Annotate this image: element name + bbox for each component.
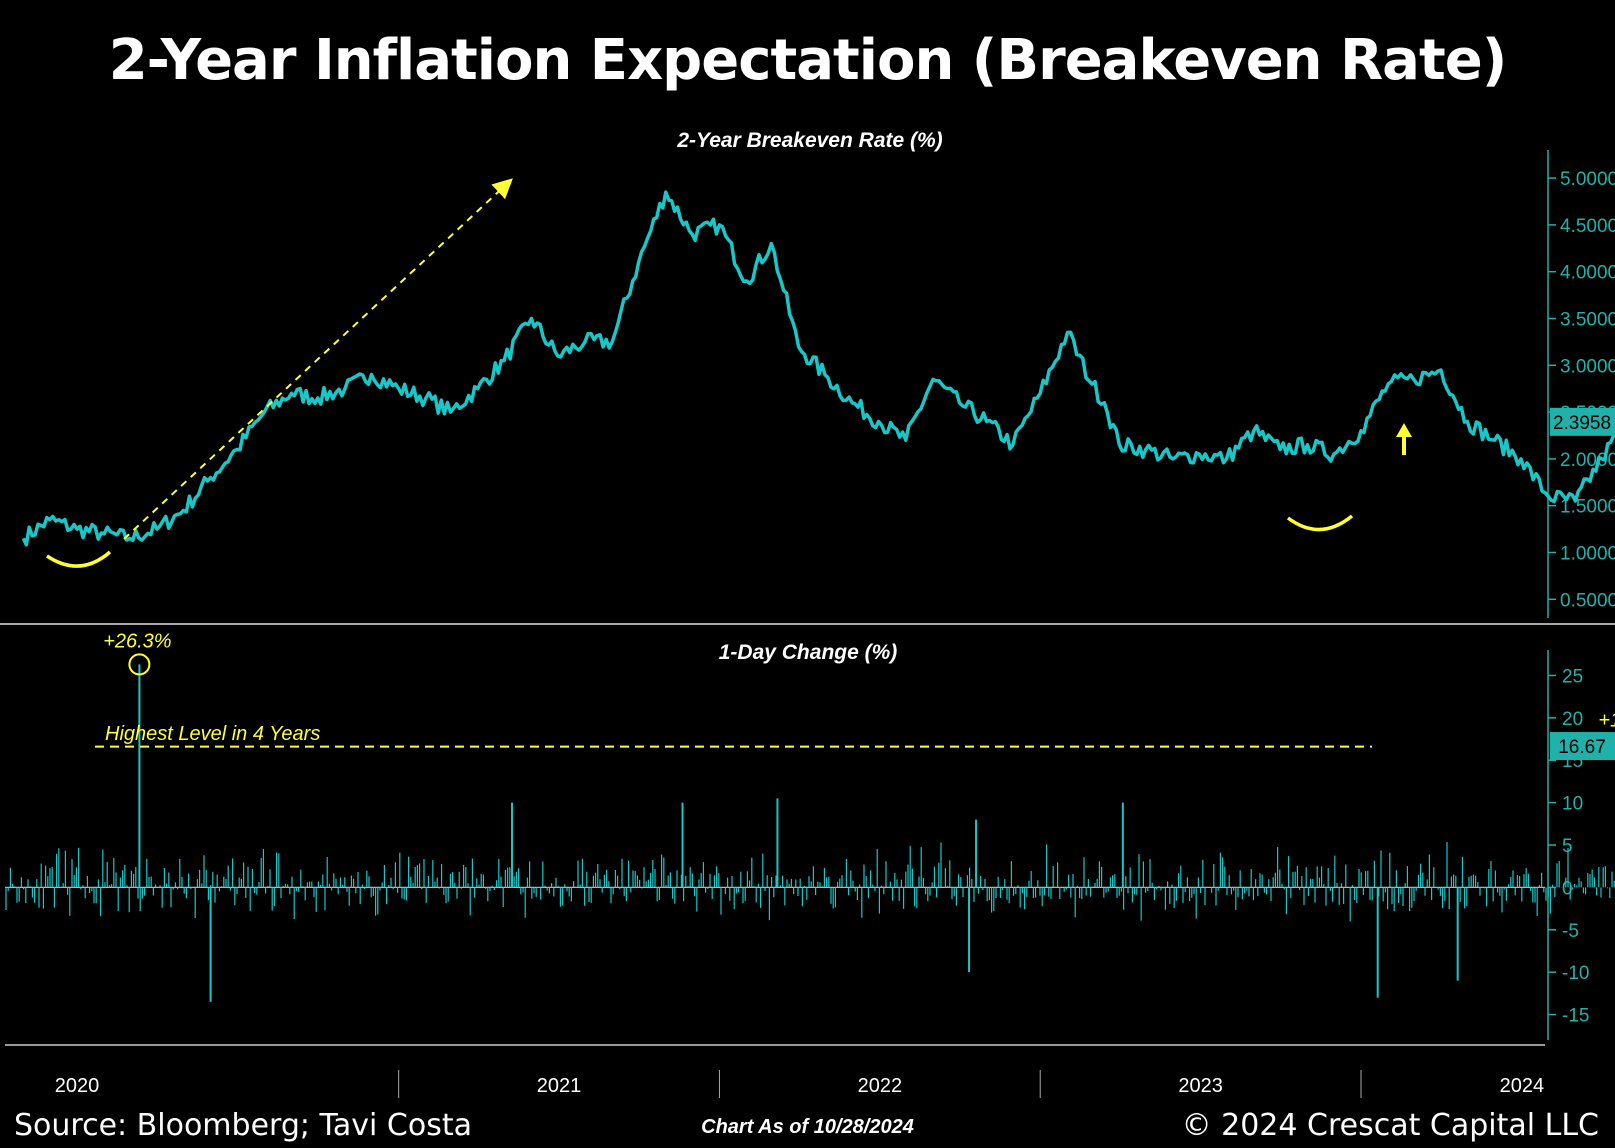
x-tick-label: 2020: [55, 1075, 100, 1097]
bottom-y-tick-label: -5: [1562, 921, 1579, 942]
bottom-y-tick-label: -10: [1562, 963, 1589, 984]
x-tick-label: 2021: [537, 1075, 582, 1097]
top-y-tick-label: 1.0000: [1560, 543, 1615, 564]
bottom-panel-title: 1-Day Change (%): [719, 641, 898, 664]
daily-change-noise-bars: [5, 842, 1615, 922]
daily-change-bars: [138, 664, 1459, 1002]
bottom-last-value-badge: 16.67: [1550, 732, 1615, 761]
bottom-y-tick-label: -15: [1562, 1006, 1589, 1027]
reference-line-label: Highest Level in 4 Years: [105, 723, 320, 745]
top-last-value-badge: 2.3958: [1550, 407, 1615, 436]
top-y-tick-label: 4.0000: [1560, 263, 1615, 284]
top-y-ticks: 0.50001.00001.50002.00002.50003.00003.50…: [1548, 169, 1615, 611]
bottom-last-value: 16.67: [1558, 737, 1606, 758]
bottom-y-tick-label: 5: [1562, 836, 1573, 857]
top-y-tick-label: 1.5000: [1560, 497, 1615, 518]
top-y-tick-label: 0.5000: [1560, 590, 1615, 611]
source-note: Source: Bloomberg; Tavi Costa: [14, 1108, 472, 1143]
first-spike-label: +26.3%: [103, 630, 171, 652]
low-arc-left: [46, 550, 112, 568]
top-y-tick-label: 3.5000: [1560, 309, 1615, 330]
x-tick-label: 2022: [858, 1075, 903, 1097]
top-y-tick-label: 3.0000: [1560, 356, 1615, 377]
top-last-value: 2.3958: [1553, 413, 1611, 434]
low-arc-right: [1286, 514, 1354, 532]
bottom-y-tick-label: 25: [1562, 666, 1583, 687]
breakeven-rate-line: [21, 190, 1615, 547]
bottom-y-tick-label: 0: [1562, 878, 1573, 899]
top-y-tick-label: 2.0000: [1560, 450, 1615, 471]
top-y-tick-label: 4.5000: [1560, 216, 1615, 237]
copyright-note: © 2024 Crescat Capital LLC: [1181, 1108, 1599, 1143]
first-spike-marker: [128, 653, 151, 676]
bottom-y-tick-label: 20: [1562, 709, 1583, 730]
x-tick-label: 2024: [1500, 1075, 1545, 1097]
top-y-tick-label: 5.0000: [1560, 169, 1615, 190]
x-tick-label: 2023: [1178, 1075, 1223, 1097]
up-arrow-icon: [1396, 423, 1412, 455]
trend-arrow: [123, 178, 513, 540]
as-of-note: Chart As of 10/28/2024: [701, 1116, 914, 1138]
last-spike-label: +16.6%: [1598, 710, 1615, 732]
x-axis: 202020212022202320242025: [55, 1070, 1545, 1098]
top-panel-title: 2-Year Breakeven Rate (%): [676, 129, 942, 152]
bottom-y-tick-label: 10: [1562, 794, 1583, 815]
page-title: 2-Year Inflation Expectation (Breakeven …: [108, 28, 1508, 93]
